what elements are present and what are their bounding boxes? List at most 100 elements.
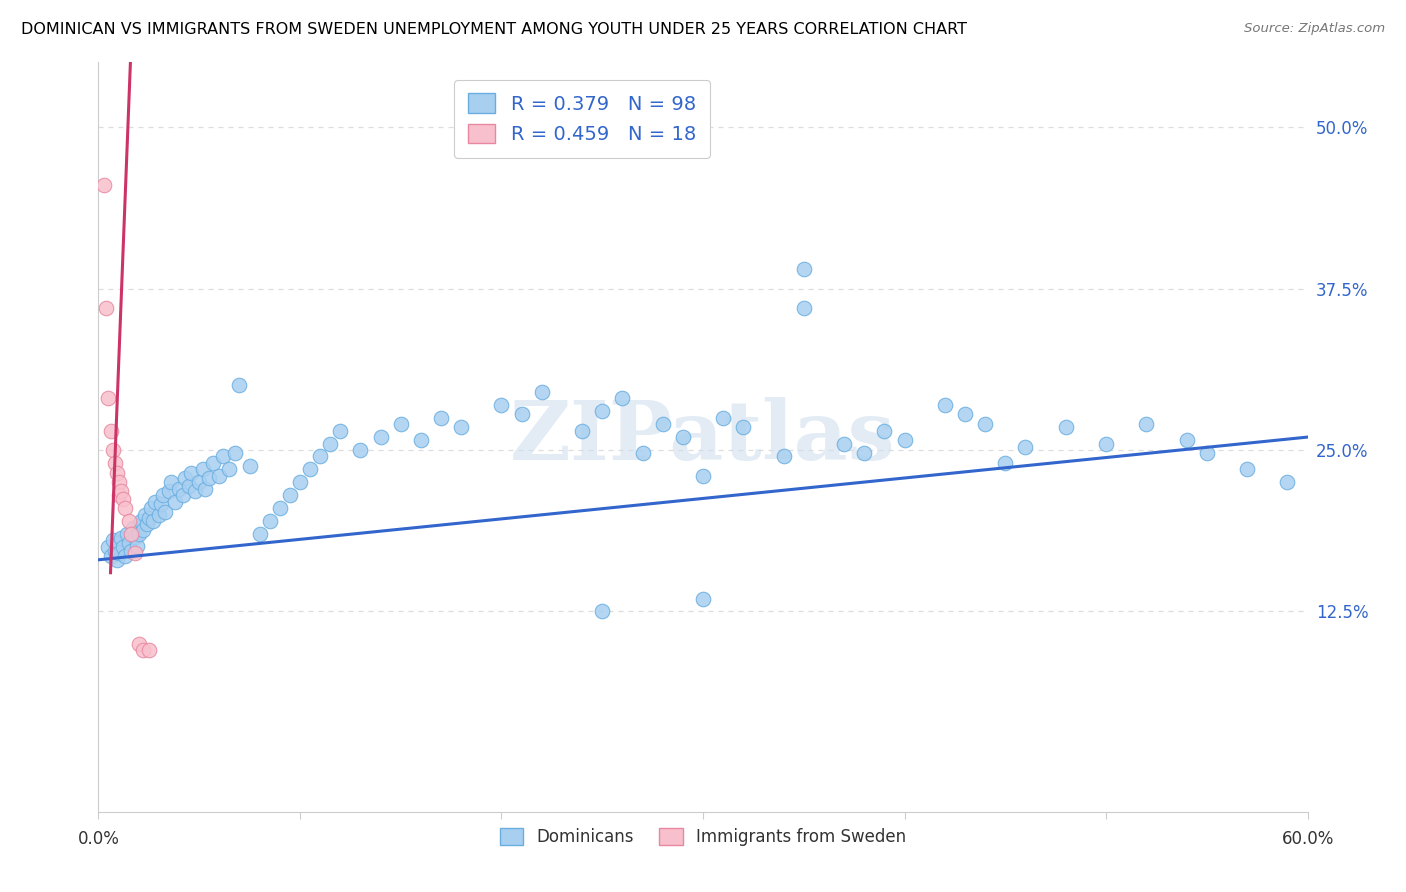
Point [149,497,172,511]
Point [174,471,197,485]
Point [118,536,141,550]
Point [97,392,120,406]
Point [111,540,134,554]
Point [259,514,281,528]
Point [1195,445,1218,459]
Point [1175,433,1198,447]
Point [100,424,122,438]
Point [349,442,371,457]
Point [194,482,217,496]
Point [530,384,553,399]
Point [430,410,453,425]
Point [115,527,138,541]
Point [153,505,176,519]
Point [118,514,141,528]
Point [450,419,472,434]
Point [157,484,180,499]
Point [409,433,432,447]
Point [793,262,815,277]
Point [672,430,695,444]
Point [107,475,129,490]
Point [179,479,201,493]
Point [107,536,129,550]
Point [193,462,215,476]
Point [120,527,142,541]
Point [208,468,231,483]
Point [107,488,129,502]
Point [120,543,142,558]
Point [129,514,152,528]
Point [319,436,342,450]
Point [198,471,221,485]
Point [692,591,714,606]
Point [114,549,136,563]
Point [994,456,1017,470]
Point [160,475,183,490]
Point [135,516,157,531]
Point [249,527,271,541]
Point [148,508,170,522]
Point [893,433,915,447]
Point [103,543,125,558]
Point [953,407,976,421]
Point [132,643,155,657]
Point [269,501,291,516]
Point [1095,436,1118,450]
Point [212,450,235,464]
Text: Source: ZipAtlas.com: Source: ZipAtlas.com [1244,22,1385,36]
Point [124,530,146,544]
Point [853,445,876,459]
Point [1014,441,1036,455]
Point [591,605,613,619]
Point [218,462,240,476]
Point [1135,417,1157,432]
Point [329,424,352,438]
Point [142,514,165,528]
Point [152,488,174,502]
Point [873,424,896,438]
Point [228,378,250,392]
Point [105,553,128,567]
Point [101,533,124,548]
Point [138,511,160,525]
Point [288,475,311,490]
Point [167,482,190,496]
Point [128,637,150,651]
Point [188,475,211,490]
Point [1236,462,1258,476]
Point [491,398,513,412]
Text: ZIPatlas: ZIPatlas [510,397,896,477]
Point [121,520,143,534]
Point [309,450,332,464]
Point [163,494,186,508]
Point [124,546,146,560]
Point [100,549,122,563]
Point [101,442,124,457]
Point [132,523,155,537]
Point [105,467,128,481]
Point [96,301,118,315]
Point [111,492,134,507]
Point [733,419,755,434]
Point [711,410,734,425]
Point [103,456,125,470]
Point [184,484,207,499]
Point [934,398,956,412]
Point [1054,419,1077,434]
Point [125,539,148,553]
Point [571,424,593,438]
Point [128,517,150,532]
Point [974,417,997,432]
Point [139,501,162,516]
Point [278,488,301,502]
Point [224,445,246,459]
Point [510,407,533,421]
Point [370,430,392,444]
Point [1277,475,1299,490]
Point [651,417,673,432]
Point [97,540,120,554]
Point [172,488,194,502]
Point [793,301,815,315]
Point [612,392,634,406]
Point [107,546,129,560]
